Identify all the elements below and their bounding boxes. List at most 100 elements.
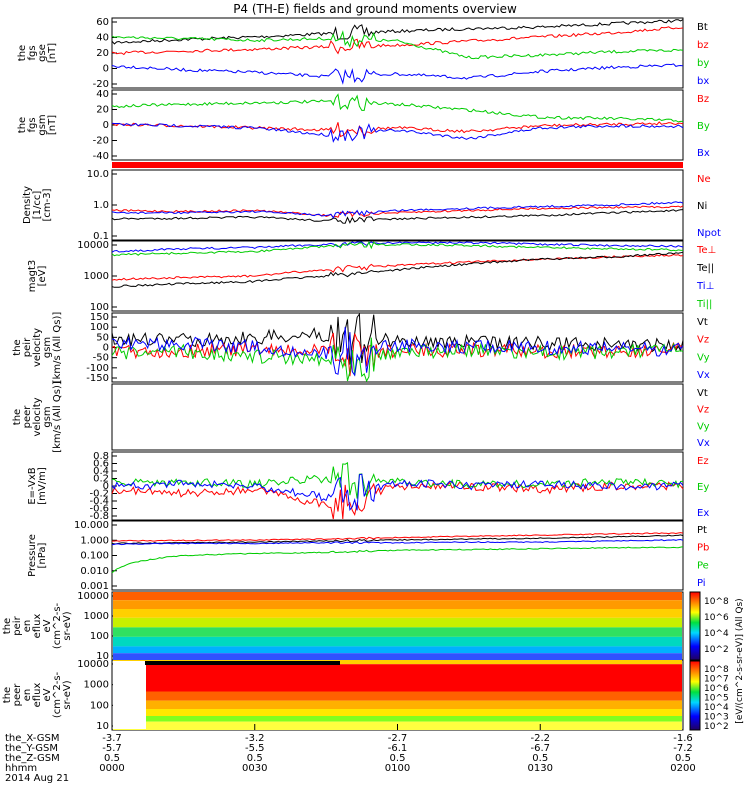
y-tick-label: 100 <box>90 700 109 711</box>
y-tick-label: -100 <box>86 363 109 374</box>
y-tick-label: 10.0 <box>87 169 109 180</box>
line-bx <box>111 63 684 85</box>
line-Ne <box>111 205 684 218</box>
y-tick-label: 1000 <box>84 271 109 282</box>
y-axis-label: peer <box>12 683 23 707</box>
y-tick-label: -0.6 <box>89 504 109 515</box>
legend-density: Ne <box>697 174 711 185</box>
y-axis-label: gsm <box>42 337 53 358</box>
y-axis-label: magt3 <box>27 260 38 293</box>
y-tick-label: 50 <box>96 332 109 343</box>
x-row-label: 2014 Aug 21 <box>5 773 69 784</box>
x-tick-label: 0000 <box>99 763 124 774</box>
y-axis-label: eV <box>42 619 53 632</box>
y-axis-label: (cm^2-s- <box>52 671 63 718</box>
y-axis-label: velocity <box>32 397 43 436</box>
line-velocity-Vy <box>111 337 684 383</box>
x-tick-label: 0130 <box>528 763 553 774</box>
line-temp <box>111 253 684 281</box>
legend-peir-velocity: Vz <box>697 335 709 346</box>
legend-pressure: Pb <box>697 543 709 554</box>
legend-fgs-gse: bx <box>697 76 709 87</box>
legend-fgs-gsm: Bx <box>697 148 710 159</box>
x-row-label: the_X-GSM <box>5 733 59 744</box>
colorbar-tick: 10^8 <box>704 665 729 675</box>
y-tick-label: 0 <box>103 481 109 492</box>
y-axis-label: peir <box>12 615 23 635</box>
y-axis-label: en <box>22 620 33 633</box>
line-pressure-Pi <box>111 538 684 546</box>
y-axis-label: peer <box>22 405 33 429</box>
y-tick-label: 10.000 <box>74 520 109 531</box>
legend-efield: Ey <box>697 482 709 493</box>
x-tick-label: 0200 <box>670 763 695 774</box>
y-tick-label: 0 <box>103 64 109 75</box>
y-axis-label: velocity <box>32 328 43 367</box>
y-tick-label: 0.001 <box>80 581 109 592</box>
y-axis-label: gse <box>37 44 48 62</box>
line-Bz <box>111 121 684 138</box>
line-Npot <box>111 201 684 219</box>
y-tick-label: -50 <box>93 353 109 364</box>
y-axis-label: Density <box>22 186 33 224</box>
panel-frame-efield <box>111 451 684 521</box>
spectrogram-fill-bar <box>145 661 340 665</box>
legend-pressure: Pi <box>697 578 706 589</box>
y-tick-label: 100 <box>90 302 109 313</box>
line-efield-Ez <box>111 480 684 520</box>
y-tick-label: 0 <box>103 343 109 354</box>
y-axis-label: eV <box>42 688 53 701</box>
spectrogram-electron-band <box>113 709 682 716</box>
y-tick-label: -0.2 <box>89 489 109 500</box>
y-axis-label: the <box>12 409 23 425</box>
y-axis-label: [nT] <box>47 115 58 135</box>
legend-peir-velocity: Vy <box>697 352 710 363</box>
y-tick-label: 40 <box>96 89 109 100</box>
y-tick-label: 0.4 <box>93 466 109 477</box>
y-axis-label: gsm <box>42 406 53 427</box>
y-tick-label: 0.010 <box>80 566 109 577</box>
y-tick-label: -20 <box>93 136 109 147</box>
y-tick-label: -0.4 <box>89 496 109 507</box>
legend-fgs-gse: bz <box>697 40 709 51</box>
y-axis-label: [eV] <box>37 266 48 287</box>
y-tick-label: -0.8 <box>89 511 109 522</box>
x-tick-label: 0100 <box>385 763 410 774</box>
spectrogram-ion-band <box>113 653 682 660</box>
y-axis-label: [nT] <box>47 43 58 63</box>
y-tick-label: 0.6 <box>93 459 109 470</box>
spectrogram-electron-band <box>113 660 682 665</box>
y-tick-label: 150 <box>90 312 109 323</box>
y-axis-label: peir <box>22 337 33 357</box>
x-tick-label: -3.7 <box>102 733 122 744</box>
legend-density: Ni <box>697 201 707 212</box>
x-tick-label: -3.2 <box>245 733 265 744</box>
colorbar-label: [eV/(cm^2-s-sr-eV)] (All Qs) <box>735 598 745 723</box>
data-quality-bar <box>112 162 683 168</box>
y-axis-label: [nPa] <box>37 542 48 568</box>
spectrogram-gap <box>113 661 146 729</box>
y-tick-label: 1.000 <box>80 535 109 546</box>
legend-temperature: Te⊥ <box>696 245 716 256</box>
x-row-label: hhmm <box>5 763 37 774</box>
colorbar-tick: 10^5 <box>704 694 729 704</box>
panel-frame-peer-velocity <box>111 383 684 451</box>
line-pressure-Pb <box>112 532 684 542</box>
x-tick-label: 0.5 <box>247 753 263 764</box>
x-tick-label: 0.5 <box>532 753 548 764</box>
x-tick-label: -1.6 <box>673 733 693 744</box>
spectrogram-electron-band <box>113 664 682 692</box>
colorbar-tick: 10^8 <box>704 597 729 607</box>
y-tick-label: 100 <box>90 631 109 642</box>
y-axis-label: [km/s (All Qs)] <box>52 381 63 453</box>
x-tick-label: 0.5 <box>104 753 120 764</box>
y-tick-label: 0 <box>103 120 109 131</box>
x-tick-label: -5.5 <box>245 743 265 754</box>
line-efield-Ex <box>111 473 684 512</box>
y-axis-label: [mV/m] <box>37 467 48 505</box>
line-temp <box>111 251 684 288</box>
legend-fgs-gse: Bt <box>697 22 708 33</box>
spectrogram-electron-band <box>113 700 682 709</box>
legend-peer-velocity: Vx <box>697 438 710 449</box>
